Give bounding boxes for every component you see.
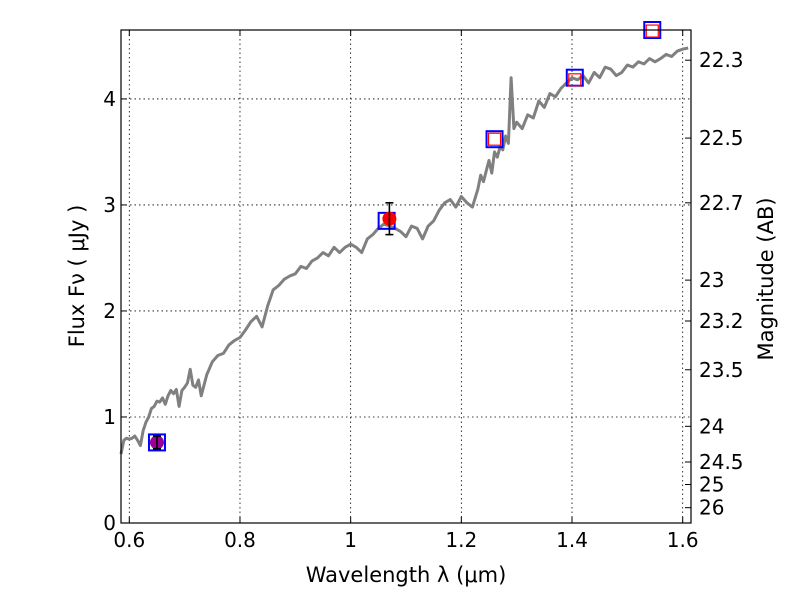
plot-frame <box>120 29 692 524</box>
y2-axis-label: Magnitude (AB) <box>754 197 778 360</box>
x-tick-label: 1 <box>344 528 357 552</box>
model-square-marker <box>485 130 504 149</box>
mag-tick-label: 22.3 <box>699 48 744 72</box>
x-tick-label: 0.6 <box>113 528 145 552</box>
x-tick-label: 1.6 <box>667 528 699 552</box>
mag-tick-label: 22.7 <box>699 191 744 215</box>
grid-lines <box>121 30 691 523</box>
mag-tick-label: 22.5 <box>699 126 744 150</box>
y-tick-label: 3 <box>103 193 116 217</box>
y-tick-label: 1 <box>103 405 116 429</box>
model-square-marker <box>147 433 166 452</box>
spectrum-line <box>119 46 689 455</box>
axis-ticks: 0.6 0.8 1 1.2 1.4 1.60123422.322.522.72323.22… <box>103 30 744 552</box>
x-tick-label: 1.2 <box>445 528 477 552</box>
mag-tick-label: 24.5 <box>699 450 744 474</box>
y-tick-label: 2 <box>103 299 116 323</box>
y-tick-label: 0 <box>103 511 116 535</box>
observed-open-marker <box>645 24 659 38</box>
mag-tick-label: 23.5 <box>699 358 744 382</box>
x-tick-label: 0.8 <box>224 528 256 552</box>
mag-tick-label: 24 <box>699 414 724 438</box>
observed-open-marker <box>487 132 502 146</box>
mag-tick-label: 23 <box>699 268 724 292</box>
observed-open-marker <box>568 73 582 87</box>
mag-tick-label: 23.2 <box>699 309 744 333</box>
x-tick-label: 1.4 <box>556 528 588 552</box>
x-axis-label: Wavelength λ (μm) <box>306 563 507 587</box>
y-axis-label: Flux Fν ( μJy ) <box>65 205 89 348</box>
mag-tick-label: 25 <box>699 473 724 497</box>
y-tick-label: 4 <box>103 87 116 111</box>
mag-tick-label: 26 <box>699 496 724 520</box>
